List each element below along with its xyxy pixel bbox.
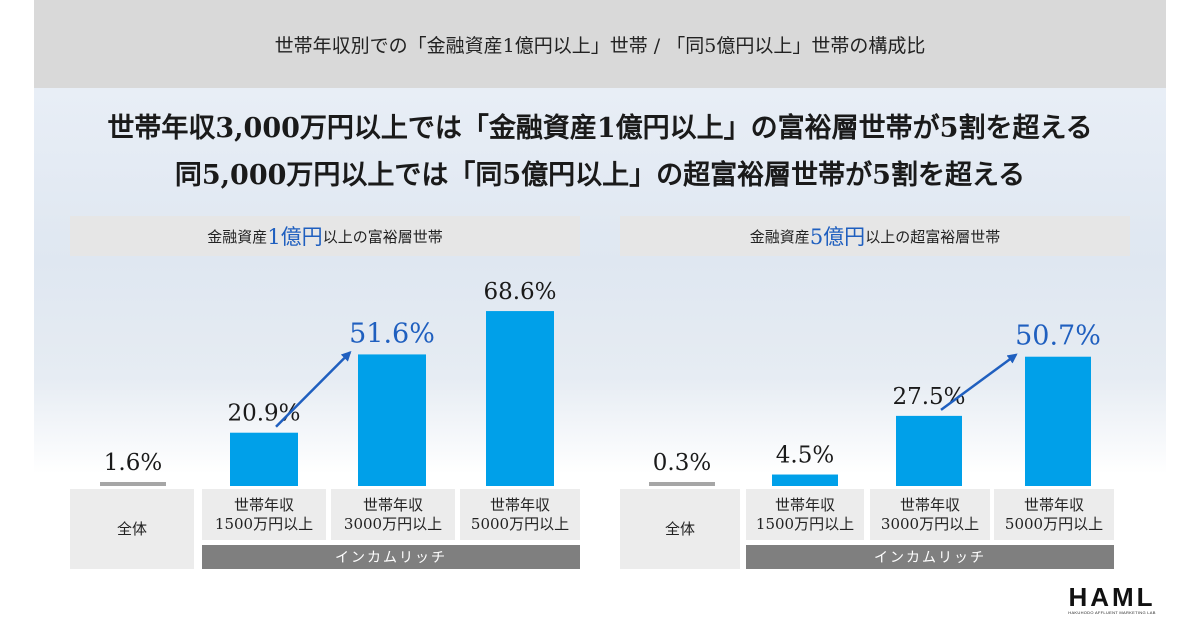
- category-line1: 世帯年収: [899, 495, 960, 514]
- category-line2: 3000万円以上: [343, 514, 443, 533]
- category-line1: 世帯年収: [362, 495, 423, 514]
- header-banner: 世帯年収別での「金融資産1億円以上」世帯 / 「同5億円以上」世帯の構成比: [34, 0, 1166, 88]
- headline-line-2: 同5,000万円以上では「同5億円以上」の超富裕層世帯が5割を超える: [174, 160, 1026, 191]
- left-bar-1: [230, 432, 298, 486]
- left-income-rich-band: インカムリッチ: [202, 545, 580, 569]
- left-category-1500: 世帯年収 1500万円以上: [202, 489, 326, 540]
- right-trend-arrow: [940, 353, 1018, 411]
- category-line2: 1500万円以上: [214, 514, 314, 533]
- right-bar-0: [649, 482, 715, 486]
- right-data-label-3: 50.7%: [1015, 321, 1101, 352]
- category-line1: 世帯年収: [489, 495, 550, 514]
- left-bar-3: [486, 311, 554, 486]
- left-category-3000: 世帯年収 3000万円以上: [331, 489, 455, 540]
- right-bar-3: [1025, 356, 1091, 486]
- right-title-post: 以上の超富裕層世帯: [865, 227, 1001, 246]
- income-rich-label: インカムリッチ: [874, 550, 986, 566]
- right-category-3000: 世帯年収 3000万円以上: [870, 489, 990, 540]
- left-bar-2: [358, 354, 426, 486]
- category-all-label: 全体: [664, 519, 695, 538]
- right-chart-title: 金融資産 5億円 以上の超富裕層世帯: [620, 216, 1130, 256]
- right-category-all: 全体: [620, 489, 740, 569]
- category-line1: 世帯年収: [774, 495, 835, 514]
- income-rich-label: インカムリッチ: [335, 550, 447, 566]
- category-line1: 世帯年収: [233, 495, 294, 514]
- left-title-accent: 1億円: [267, 225, 323, 249]
- headline-background: [34, 88, 1166, 474]
- left-title-post: 以上の富裕層世帯: [322, 227, 443, 246]
- left-trend-arrow: [275, 351, 352, 428]
- right-category-1500: 世帯年収 1500万円以上: [746, 489, 864, 540]
- left-data-label-2: 51.6%: [349, 318, 435, 349]
- haml-logo: HAML HAKUHODO AFFLUENT MARKETING LAB: [1064, 584, 1160, 616]
- right-data-label-0: 0.3%: [653, 450, 711, 476]
- category-line2: 1500万円以上: [755, 514, 855, 533]
- left-category-5000: 世帯年収 5000万円以上: [460, 489, 580, 540]
- right-income-rich-band: インカムリッチ: [746, 545, 1114, 569]
- right-bar-1: [772, 474, 838, 486]
- right-data-label-2: 27.5%: [892, 384, 965, 410]
- left-data-label-3: 68.6%: [483, 279, 556, 305]
- left-bar-0: [100, 482, 166, 486]
- category-line2: 3000万円以上: [880, 514, 980, 533]
- right-bar-2: [896, 415, 962, 486]
- left-data-label-0: 1.6%: [104, 450, 162, 476]
- right-title-accent: 5億円: [809, 225, 866, 249]
- category-line2: 5000万円以上: [1004, 514, 1104, 533]
- category-line1: 世帯年収: [1023, 495, 1084, 514]
- right-category-5000: 世帯年収 5000万円以上: [994, 489, 1114, 540]
- left-title-pre: 金融資産: [207, 227, 268, 246]
- left-chart-title: 金融資産 1億円 以上の富裕層世帯: [70, 216, 580, 256]
- logo-name: HAML: [1068, 582, 1156, 612]
- left-category-all: 全体: [70, 489, 194, 569]
- right-title-pre: 金融資産: [749, 227, 810, 246]
- logo-tagline: HAKUHODO AFFLUENT MARKETING LAB: [1068, 610, 1156, 615]
- headline-line-1: 世帯年収3,000万円以上では「金融資産1億円以上」の富裕層世帯が5割を超える: [107, 113, 1093, 144]
- category-all-label: 全体: [116, 519, 147, 538]
- right-data-label-1: 4.5%: [776, 443, 834, 469]
- header-title: 世帯年収別での「金融資産1億円以上」世帯 / 「同5億円以上」世帯の構成比: [274, 34, 926, 57]
- category-line2: 5000万円以上: [470, 514, 570, 533]
